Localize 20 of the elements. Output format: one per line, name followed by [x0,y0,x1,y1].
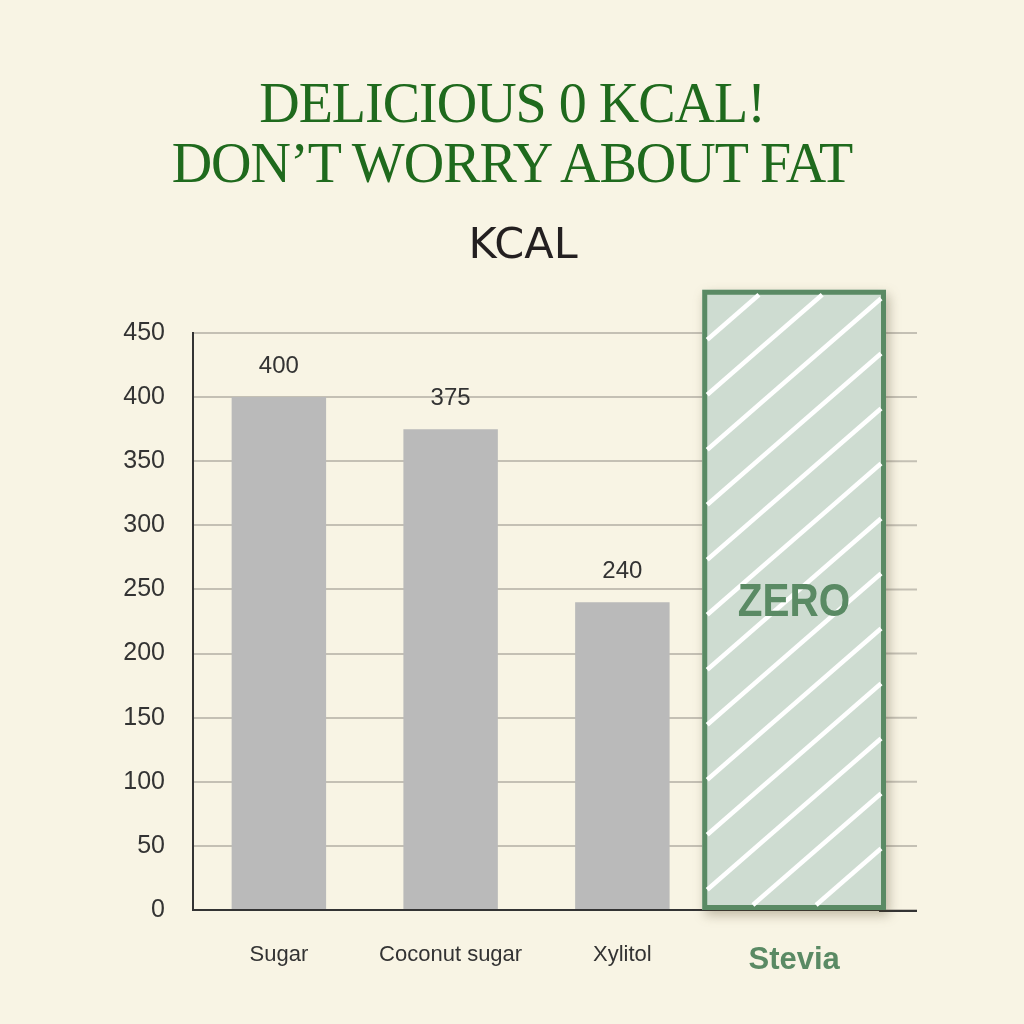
y-tick-label: 50 [137,829,165,858]
y-tick-label: 100 [123,765,165,794]
y-tick-label: 250 [123,573,165,602]
x-tick-label: Coconut sugar [379,941,523,967]
y-tick-label: 450 [123,316,165,345]
data-label: 240 [602,555,643,583]
y-tick-label: 150 [123,701,165,730]
data-label: 400 [258,350,299,378]
y-tick-label: 0 [151,893,165,922]
y-tick-label: 350 [123,445,165,474]
y-axis-title: KCAL [467,217,579,269]
data-label: 375 [430,382,471,410]
band-label: ZERO [737,572,851,626]
y-tick-label: 200 [123,637,165,666]
x-tick-label: Stevia [748,941,841,977]
y-tick-label: 300 [123,509,165,538]
x-tick-label: Sugar [249,941,309,967]
chart-title: DELICIOUS 0 KCAL! DON’T WORRY ABOUT FAT [170,72,854,194]
y-tick-label: 400 [123,381,165,409]
x-tick-label: Xylitol [593,941,652,967]
